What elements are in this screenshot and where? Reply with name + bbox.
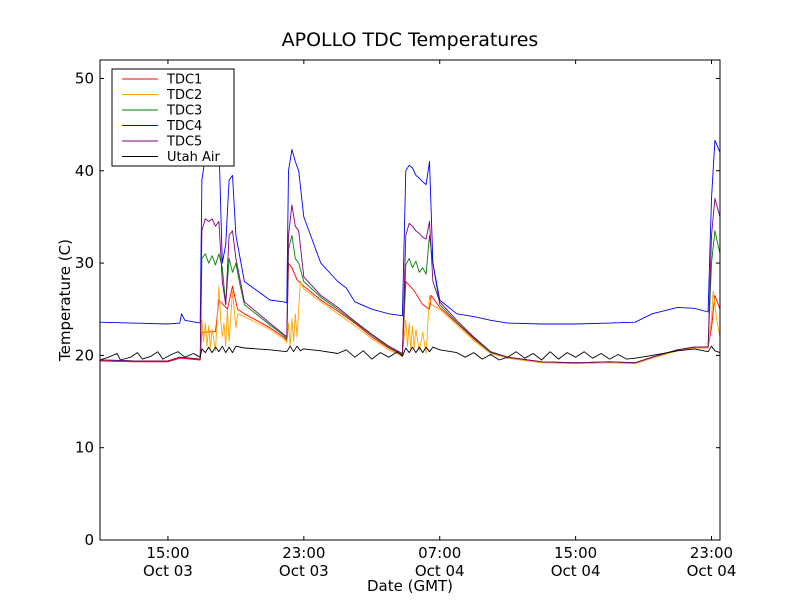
x-tick-label-date: Oct 03 bbox=[143, 562, 193, 580]
x-tick-label-time: 23:00 bbox=[690, 544, 733, 562]
x-tick-label-time: 23:00 bbox=[282, 544, 325, 562]
series-line-tdc2 bbox=[99, 281, 721, 365]
y-axis-label: Temperature (C) bbox=[56, 239, 74, 362]
legend-label: Utah Air bbox=[167, 150, 220, 165]
legend-box bbox=[111, 68, 235, 167]
series-line-utah-air bbox=[99, 345, 721, 361]
x-tick-label-time: 15:00 bbox=[146, 544, 189, 562]
chart-title: APOLLO TDC Temperatures bbox=[282, 29, 539, 51]
x-axis-label: Date (GMT) bbox=[367, 577, 453, 595]
legend-label: TDC3 bbox=[166, 104, 202, 119]
y-tick-label: 0 bbox=[84, 531, 94, 549]
x-tick-label-date: Oct 03 bbox=[279, 562, 329, 580]
legend-label: TDC2 bbox=[166, 88, 202, 103]
y-tick-label: 30 bbox=[75, 254, 94, 272]
series-line-tdc5 bbox=[99, 198, 721, 364]
y-tick-label: 10 bbox=[75, 439, 94, 457]
x-tick-label-date: Oct 04 bbox=[687, 562, 737, 580]
y-tick-label: 40 bbox=[75, 162, 94, 180]
x-tick-label-date: Oct 04 bbox=[551, 562, 601, 580]
y-tick-label: 50 bbox=[75, 69, 94, 87]
legend-label: TDC1 bbox=[166, 73, 202, 88]
legend-label: TDC4 bbox=[166, 119, 202, 134]
plot-frame bbox=[99, 59, 721, 541]
x-tick-label-time: 15:00 bbox=[554, 544, 597, 562]
series-layer bbox=[99, 139, 721, 365]
x-tick-label-time: 07:00 bbox=[418, 544, 461, 562]
x-tick-label-date: Oct 04 bbox=[415, 562, 465, 580]
legend-label: TDC5 bbox=[166, 135, 202, 150]
y-tick-label: 20 bbox=[75, 346, 94, 364]
